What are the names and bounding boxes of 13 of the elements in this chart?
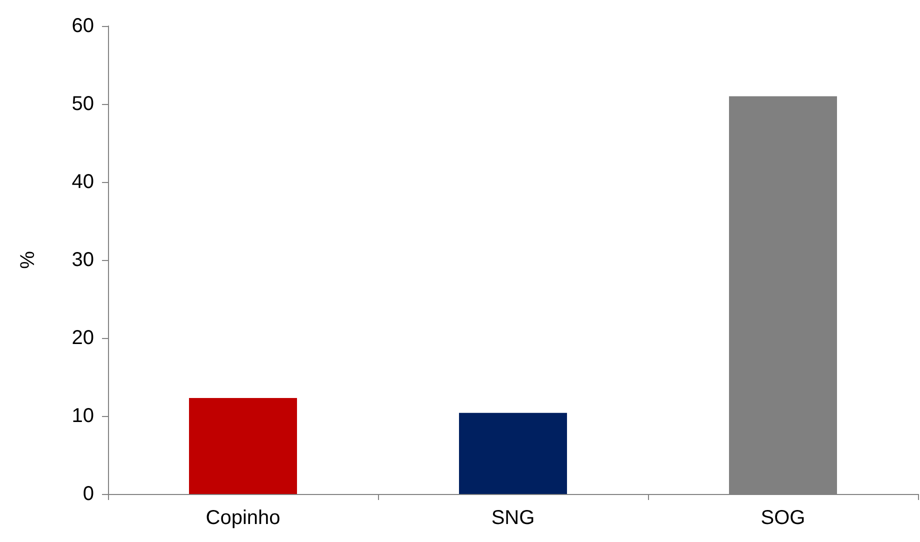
y-axis-title: % (17, 250, 39, 269)
bar (459, 412, 567, 494)
y-tick-label: 60 (72, 15, 94, 37)
y-tick-label: 10 (72, 405, 94, 427)
y-tick-label: 20 (72, 327, 94, 349)
x-tick-label: SNG (491, 507, 535, 529)
y-tick-label: 50 (72, 93, 94, 115)
y-tick-label: 30 (72, 249, 94, 271)
y-tick-label: 40 (72, 171, 94, 193)
bar (189, 398, 297, 494)
x-tick-label: Copinho (206, 507, 280, 529)
x-tick-label: SOG (760, 507, 806, 529)
y-tick-label: 0 (82, 483, 94, 505)
